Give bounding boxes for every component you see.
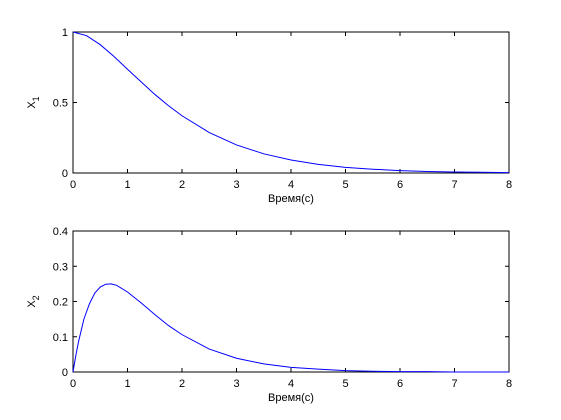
y-tick-label: 0.2 xyxy=(53,297,68,309)
y-axis-label-main: X xyxy=(26,101,38,109)
x-tick-label: 6 xyxy=(397,179,403,191)
x-tick-label: 3 xyxy=(233,378,239,390)
x-tick-label: 8 xyxy=(506,179,512,191)
y-tick-label: 0 xyxy=(62,367,68,379)
y-tick-label: 0.3 xyxy=(53,261,68,273)
x-tick-label: 7 xyxy=(451,378,457,390)
x-tick-label: 7 xyxy=(451,179,457,191)
x-tick-label: 3 xyxy=(233,179,239,191)
y-axis-label-subscript: 1 xyxy=(31,96,41,101)
y-tick-label: 1 xyxy=(62,27,68,39)
plot-area xyxy=(72,230,510,373)
x-tick-label: 2 xyxy=(179,179,185,191)
x-axis-label: Время(с) xyxy=(268,193,314,205)
x-tick-label: 5 xyxy=(342,179,348,191)
x-tick-label: 6 xyxy=(397,378,403,390)
x-axis-label: Время(с) xyxy=(268,392,314,404)
y-axis-label: X1 xyxy=(26,96,41,108)
series-line xyxy=(72,283,509,373)
x-tick-label: 5 xyxy=(342,378,348,390)
x-tick-label: 1 xyxy=(124,179,130,191)
x-tick-label: 8 xyxy=(506,378,512,390)
y-tick-label: 0.4 xyxy=(53,226,68,238)
x-tick-label: 4 xyxy=(288,179,294,191)
x-tick-label: 0 xyxy=(70,179,76,191)
y-tick-label: 0.1 xyxy=(53,332,68,344)
x-tick-label: 4 xyxy=(288,378,294,390)
x-tick-label: 2 xyxy=(179,378,185,390)
series-line xyxy=(72,31,510,174)
y-axis-label-main: X xyxy=(26,300,38,308)
x-tick-label: 0 xyxy=(70,378,76,390)
y-tick-label: 0.5 xyxy=(53,98,68,110)
y-tick-label: 0 xyxy=(62,168,68,180)
y-axis-label-subscript: 2 xyxy=(31,295,41,300)
x-tick-label: 1 xyxy=(124,378,130,390)
y-axis-label: X2 xyxy=(26,295,41,307)
plot-area xyxy=(72,31,510,174)
